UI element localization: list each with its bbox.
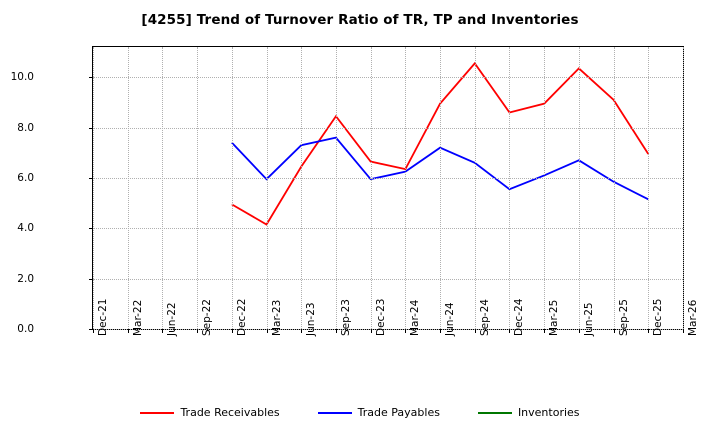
x-axis-tick-label: Jun-23	[305, 302, 318, 336]
x-axis-tick-label: Mar-26	[687, 299, 699, 336]
x-axis-tick-mark	[335, 329, 337, 333]
x-axis-tick-mark	[127, 329, 129, 333]
y-axis-tick-mark	[89, 127, 93, 129]
legend-swatch-trade-receivables	[140, 411, 175, 414]
gridline-vertical	[440, 47, 442, 329]
x-axis-tick-label: Jun-22	[166, 302, 179, 336]
gridline-vertical	[474, 47, 477, 329]
gridline-vertical	[335, 47, 338, 329]
x-axis-tick-label: Mar-23	[270, 299, 283, 336]
gridline-vertical	[405, 47, 407, 329]
gridline-vertical	[683, 47, 685, 329]
gridline-vertical	[127, 47, 130, 329]
x-axis-tick-label: Mar-25	[548, 299, 561, 336]
gridline-vertical	[162, 47, 164, 329]
x-axis-tick-mark	[648, 329, 650, 333]
gridline-horizontal	[93, 177, 683, 180]
y-axis-tick-mark	[89, 278, 93, 280]
x-axis-tick-label: Dec-21	[97, 298, 109, 336]
gridline-vertical	[197, 47, 199, 329]
x-axis-tick-label: Dec-24	[513, 298, 526, 336]
plot-area	[89, 46, 685, 333]
gridline-vertical	[93, 47, 95, 329]
x-axis-tick-mark	[683, 329, 684, 333]
legend-label-trade-receivables: Trade Receivables	[180, 406, 280, 419]
gridline-horizontal	[93, 77, 683, 79]
x-axis-tick-mark	[544, 329, 546, 333]
gridline-horizontal	[93, 228, 683, 230]
y-axis-tick-mark	[89, 177, 93, 179]
x-axis-tick-label: Sep-25	[617, 299, 630, 336]
chart-title: [4255] Trend of Turnover Ratio of TR, TP…	[141, 12, 579, 28]
x-axis-tick-mark	[405, 329, 407, 333]
x-axis-tick-mark	[474, 329, 476, 333]
gridline-vertical	[544, 47, 546, 329]
x-axis-tick-label: Mar-24	[409, 299, 422, 336]
x-axis-tick-label: Jun-24	[444, 302, 457, 336]
gridline-vertical	[509, 47, 511, 329]
x-axis-tick-mark	[440, 329, 442, 333]
y-axis-tick-mark	[89, 77, 93, 79]
y-axis-tick-mark	[89, 329, 93, 330]
x-axis-tick-label: Sep-22	[201, 299, 214, 336]
x-axis-tick-mark	[197, 329, 199, 333]
x-axis-tick-label: Dec-22	[235, 298, 248, 336]
gridline-vertical	[301, 47, 303, 329]
x-axis-tick-mark	[578, 329, 580, 333]
x-axis-tick-label: Dec-23	[374, 298, 387, 336]
y-axis-tick-label: 8.0	[17, 121, 34, 134]
legend-swatch-trade-payables	[317, 411, 352, 414]
gridline-horizontal	[93, 329, 683, 331]
x-axis-tick-mark	[231, 329, 233, 333]
y-axis-tick-label: 10.0	[10, 71, 34, 84]
x-axis-tick-mark	[509, 329, 511, 333]
legend-item-trade-payables: Trade Payables	[317, 406, 440, 419]
gridline-vertical	[231, 47, 234, 329]
y-axis-tick-label: 4.0	[17, 222, 34, 235]
y-axis-tick-label: 6.0	[17, 171, 34, 184]
x-axis-tick-mark	[370, 329, 372, 333]
gridline-vertical	[266, 47, 269, 329]
y-axis-tick-label: 0.0	[17, 323, 34, 335]
legend-swatch-inventories	[477, 411, 512, 414]
x-axis-tick-label: Mar-22	[131, 299, 144, 336]
x-axis-tick-label: Sep-24	[478, 299, 491, 336]
gridline-horizontal	[93, 127, 683, 130]
gridline-horizontal	[93, 278, 683, 281]
x-axis-tick-label: Sep-23	[339, 299, 352, 336]
x-axis-tick-mark	[613, 329, 615, 333]
y-axis-tick-mark	[89, 228, 93, 230]
gridline-vertical	[648, 47, 650, 329]
gridline-vertical	[578, 47, 581, 329]
x-axis-tick-mark	[93, 329, 94, 333]
chart-lines	[231, 61, 650, 226]
gridline-vertical	[613, 47, 616, 329]
x-axis-tick-label: Dec-25	[652, 298, 665, 336]
legend-item-inventories: Inventories	[477, 406, 580, 419]
x-axis-tick-mark	[266, 329, 268, 333]
legend-label-inventories: Inventories	[517, 406, 580, 419]
legend-label-trade-payables: Trade Payables	[357, 406, 440, 419]
legend-item-trade-receivables: Trade Receivables	[140, 406, 280, 419]
chart-legend: Trade Receivables Trade Payables Invento…	[0, 406, 720, 419]
x-axis-tick-mark	[162, 329, 164, 333]
gridline-vertical	[370, 47, 373, 329]
x-axis-tick-label: Jun-25	[582, 302, 595, 336]
x-axis-tick-mark	[301, 329, 303, 333]
y-axis-tick-label: 2.0	[17, 272, 34, 285]
